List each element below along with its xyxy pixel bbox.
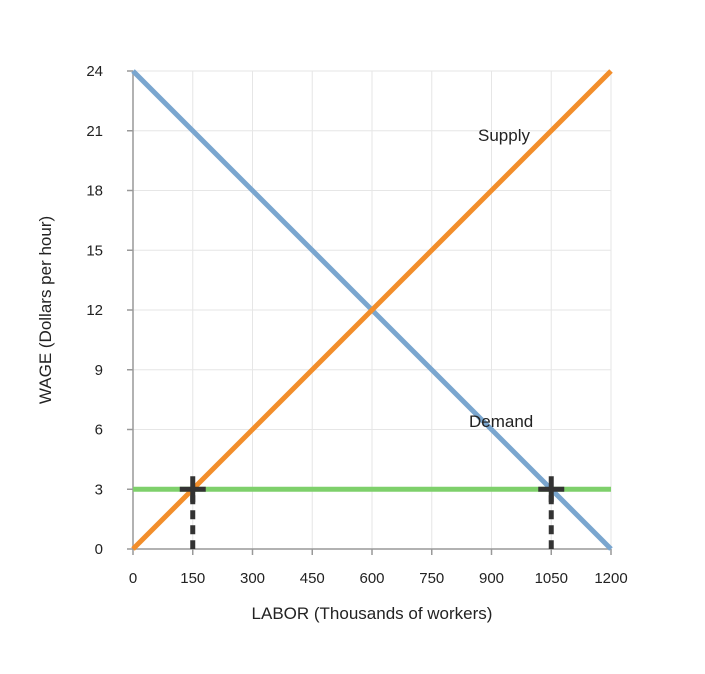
x-tick-label: 1200 xyxy=(594,570,627,587)
x-tick-label: 750 xyxy=(419,570,444,587)
supply-label: Supply xyxy=(478,126,530,145)
demand-label: Demand xyxy=(469,412,533,431)
gridlines xyxy=(133,70,612,549)
x-tick-label: 150 xyxy=(180,570,205,587)
series-lines xyxy=(131,69,613,551)
y-tick-label: 18 xyxy=(86,183,103,200)
y-tick-label: 6 xyxy=(95,422,103,439)
x-tick-label: 900 xyxy=(479,570,504,587)
y-tick-label: 15 xyxy=(86,242,103,259)
x-tick-label: 0 xyxy=(129,570,137,587)
y-tick-label: 21 xyxy=(86,123,103,140)
y-tick-label: 9 xyxy=(95,362,103,379)
supply-curve xyxy=(131,69,613,551)
markers xyxy=(179,476,565,549)
axes xyxy=(127,70,612,555)
y-tick-label: 3 xyxy=(95,481,103,498)
x-axis-title: LABOR (Thousands of workers) xyxy=(252,604,493,623)
x-tick-label: 600 xyxy=(359,570,384,587)
y-tick-label: 0 xyxy=(95,541,103,558)
tick-labels: 0 150 300 450 600 750 900 1050 1200 0 3 6 9 12 15 18 21 2… xyxy=(86,63,627,587)
y-tick-label: 12 xyxy=(86,302,103,319)
x-tick-label: 1050 xyxy=(535,570,568,587)
x-tick-label: 300 xyxy=(240,570,265,587)
y-tick-label: 24 xyxy=(86,63,103,80)
x-tick-label: 450 xyxy=(300,570,325,587)
y-axis-title: WAGE (Dollars per hour) xyxy=(36,216,55,404)
